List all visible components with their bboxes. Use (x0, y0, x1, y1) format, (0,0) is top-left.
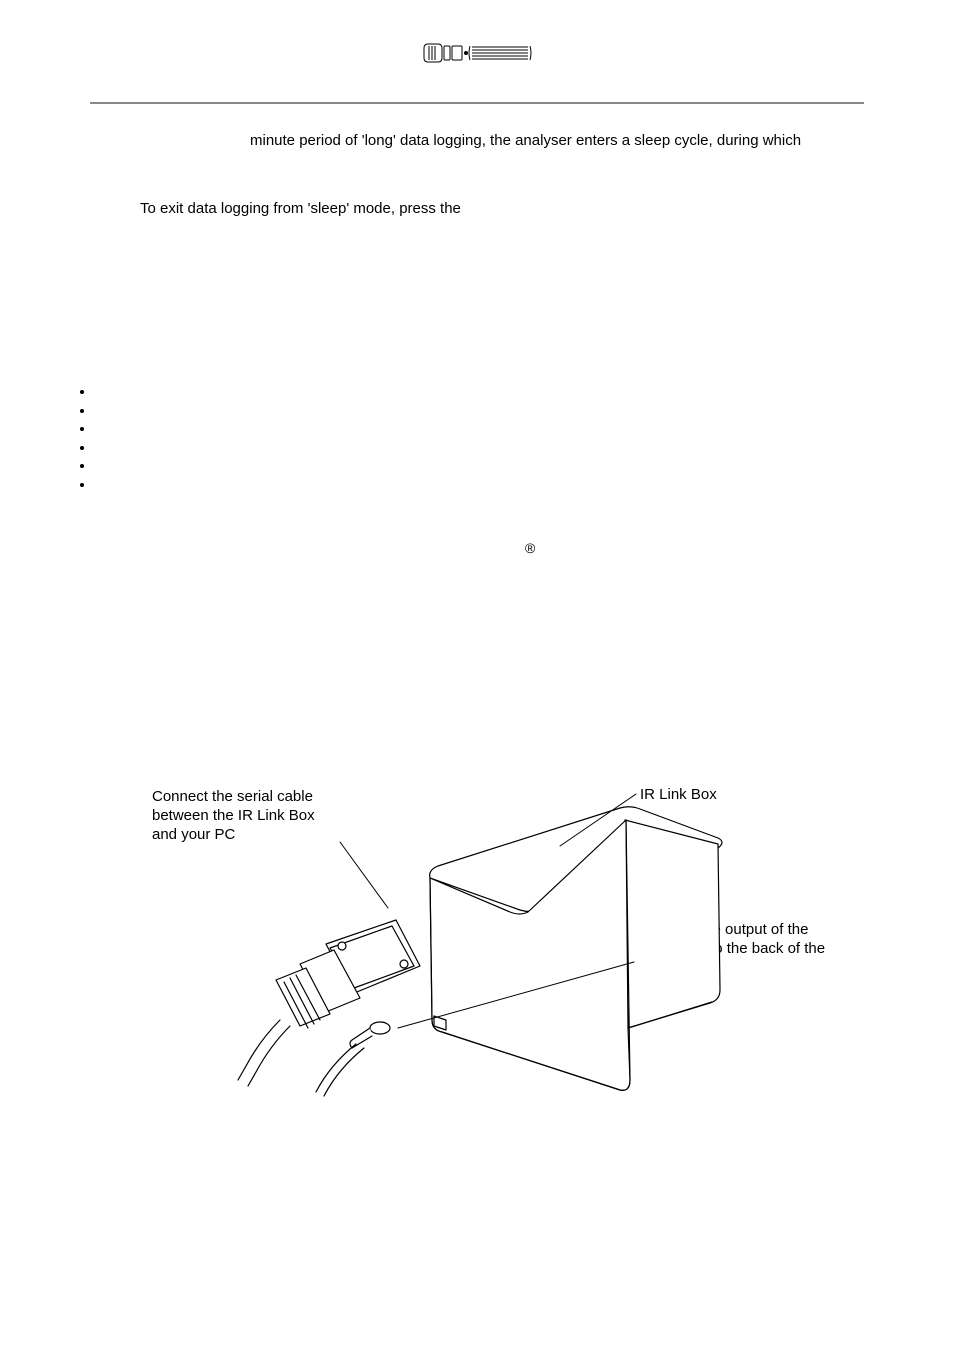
header-rule (90, 102, 864, 104)
ir-link-box-diagram (120, 720, 840, 1150)
document-page: minute period of 'long' data logging, th… (0, 0, 954, 1350)
body-text-2: To exit data logging from 'sleep' mode, … (140, 199, 864, 219)
registered-mark: ® (525, 540, 535, 556)
header-graphic (422, 40, 532, 71)
body-text-1: minute period of 'long' data logging, th… (250, 131, 864, 151)
